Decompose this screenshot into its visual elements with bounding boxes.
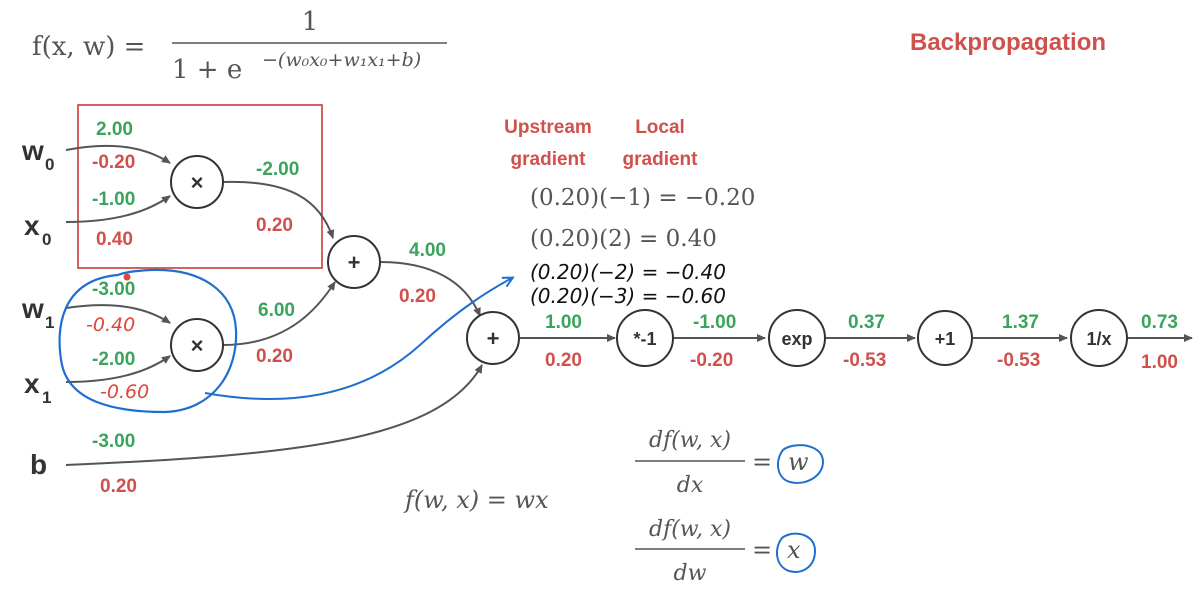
- svg-text:dx: dx: [677, 473, 704, 498]
- upstream-header-line2: gradient: [511, 149, 587, 170]
- wires: [65, 144, 1193, 466]
- node-neg: *-1: [616, 309, 674, 367]
- grad-x0: 0.40: [96, 229, 133, 250]
- svg-text:*-1: *-1: [633, 329, 656, 349]
- input-w0-label: w 0: [21, 135, 54, 174]
- fwd-mul0: -2.00: [256, 159, 299, 180]
- svg-text:w: w: [21, 293, 44, 324]
- wire-mul1-add0: [222, 281, 336, 346]
- input-w1-label: w 1: [21, 293, 54, 332]
- svg-text:+: +: [348, 250, 361, 275]
- grad-exp: -0.53: [843, 350, 886, 371]
- highlight-box: [77, 104, 323, 269]
- svg-text:0: 0: [42, 230, 51, 249]
- svg-text:df(w, x): df(w, x): [649, 428, 731, 453]
- formula-denominator: 1 + e: [172, 55, 242, 85]
- blue-circle-x: [776, 532, 817, 573]
- input-x0-label: x 0: [24, 210, 51, 249]
- node-mul1: ×: [170, 318, 224, 372]
- handwritten-equation-1: (0.20)(−2) = −0.40: [530, 260, 726, 284]
- grad-x1-handwritten: -0.60: [100, 381, 149, 403]
- formula-numerator: 1: [302, 7, 319, 37]
- node-mul0: ×: [170, 155, 224, 209]
- svg-text:x: x: [24, 210, 40, 241]
- fwd-exp: 0.37: [848, 312, 885, 333]
- svg-text:1: 1: [42, 388, 51, 407]
- local-header-line1: Local: [635, 117, 685, 138]
- wire-b-add1: [65, 364, 483, 466]
- fwd-x0: -1.00: [92, 189, 135, 210]
- svg-text:+: +: [487, 326, 500, 351]
- svg-text:dw: dw: [674, 561, 707, 586]
- node-add1: +: [466, 311, 520, 365]
- input-b-label: b: [30, 449, 47, 480]
- grad-mul1: 0.20: [256, 346, 293, 367]
- svg-text:×: ×: [191, 170, 204, 195]
- svg-text:1/x: 1/x: [1086, 329, 1111, 349]
- fwd-x1: -2.00: [92, 349, 135, 370]
- gradient-headers: Upstream gradient Local gradient: [504, 117, 698, 170]
- gradient-equation-1: (0.20)(−1) = −0.20: [530, 185, 755, 211]
- grad-neg: -0.20: [690, 350, 733, 371]
- svg-text:w: w: [21, 135, 44, 166]
- handwritten-equation-2: (0.20)(−3) = −0.60: [530, 284, 726, 308]
- wire-mul0-add0: [222, 180, 335, 239]
- sigmoid-formula: f(x, w) = 1 1 + e −(w₀x₀+w₁x₁+b): [32, 7, 447, 85]
- grad-w0: -0.20: [92, 152, 135, 173]
- svg-text:=: =: [752, 448, 772, 476]
- dfdx-value: w: [788, 448, 809, 476]
- fwd-add1: 1.00: [545, 312, 582, 333]
- input-x1-label: x 1: [24, 368, 51, 407]
- wire-w0-mul0: [65, 144, 171, 164]
- svg-text:0: 0: [45, 155, 54, 174]
- f-definition: f(w, x) = wx: [403, 486, 549, 514]
- upstream-header-line1: Upstream: [504, 117, 592, 138]
- svg-text:1: 1: [45, 313, 54, 332]
- wire-x0-mul0: [65, 195, 171, 223]
- grad-plus1: -0.53: [997, 350, 1040, 371]
- formula-lhs: f(x, w) =: [32, 32, 145, 62]
- blue-arrow-annotation: [204, 278, 512, 400]
- svg-text:×: ×: [191, 333, 204, 358]
- svg-text:+1: +1: [935, 329, 956, 349]
- grad-w1-handwritten: -0.40: [86, 314, 135, 336]
- grad-b: 0.20: [100, 476, 137, 497]
- page-title: Backpropagation: [910, 29, 1106, 56]
- ink-dot: [123, 273, 131, 281]
- gradient-values: -0.20 0.40 0.20 0.20 0.20 0.20 0.20 -0.2…: [92, 152, 1178, 497]
- dfdw-value: x: [787, 536, 801, 564]
- svg-text:exp: exp: [781, 329, 812, 349]
- node-inv: 1/x: [1070, 309, 1128, 367]
- formula-exponent: −(w₀x₀+w₁x₁+b): [262, 49, 421, 71]
- fwd-b: -3.00: [92, 431, 135, 452]
- node-add0: +: [327, 235, 381, 289]
- grad-inv: 1.00: [1141, 352, 1178, 373]
- node-exp: exp: [768, 309, 826, 367]
- fwd-plus1: 1.37: [1002, 312, 1039, 333]
- grad-add1: 0.20: [545, 350, 582, 371]
- fwd-w1: -3.00: [92, 279, 135, 300]
- fwd-add0: 4.00: [409, 240, 446, 261]
- fwd-mul1: 6.00: [258, 300, 295, 321]
- local-header-line2: gradient: [623, 149, 699, 170]
- fwd-inv: 0.73: [1141, 312, 1178, 333]
- wire-w1-mul1: [65, 304, 171, 324]
- grad-mul0: 0.20: [256, 215, 293, 236]
- wire-x1-mul1: [65, 355, 171, 383]
- fwd-neg: -1.00: [693, 312, 736, 333]
- gradient-equation-2: (0.20)(2) = 0.40: [530, 226, 717, 252]
- svg-text:=: =: [752, 536, 772, 564]
- dfdx-fraction: df(w, x) dx = w: [635, 428, 825, 498]
- blue-circle-w: [777, 444, 825, 484]
- svg-text:x: x: [24, 368, 40, 399]
- fwd-w0: 2.00: [96, 119, 133, 140]
- dfdw-fraction: df(w, x) dw = x: [635, 517, 817, 586]
- node-plus1: +1: [917, 310, 973, 366]
- blue-circle-annotation: [58, 268, 238, 414]
- wire-add0-add1: [379, 261, 481, 317]
- grad-add0: 0.20: [399, 286, 436, 307]
- svg-text:df(w, x): df(w, x): [649, 517, 731, 542]
- forward-values: 2.00 -1.00 -3.00 -2.00 -3.00 -2.00 6.00 …: [92, 119, 1178, 452]
